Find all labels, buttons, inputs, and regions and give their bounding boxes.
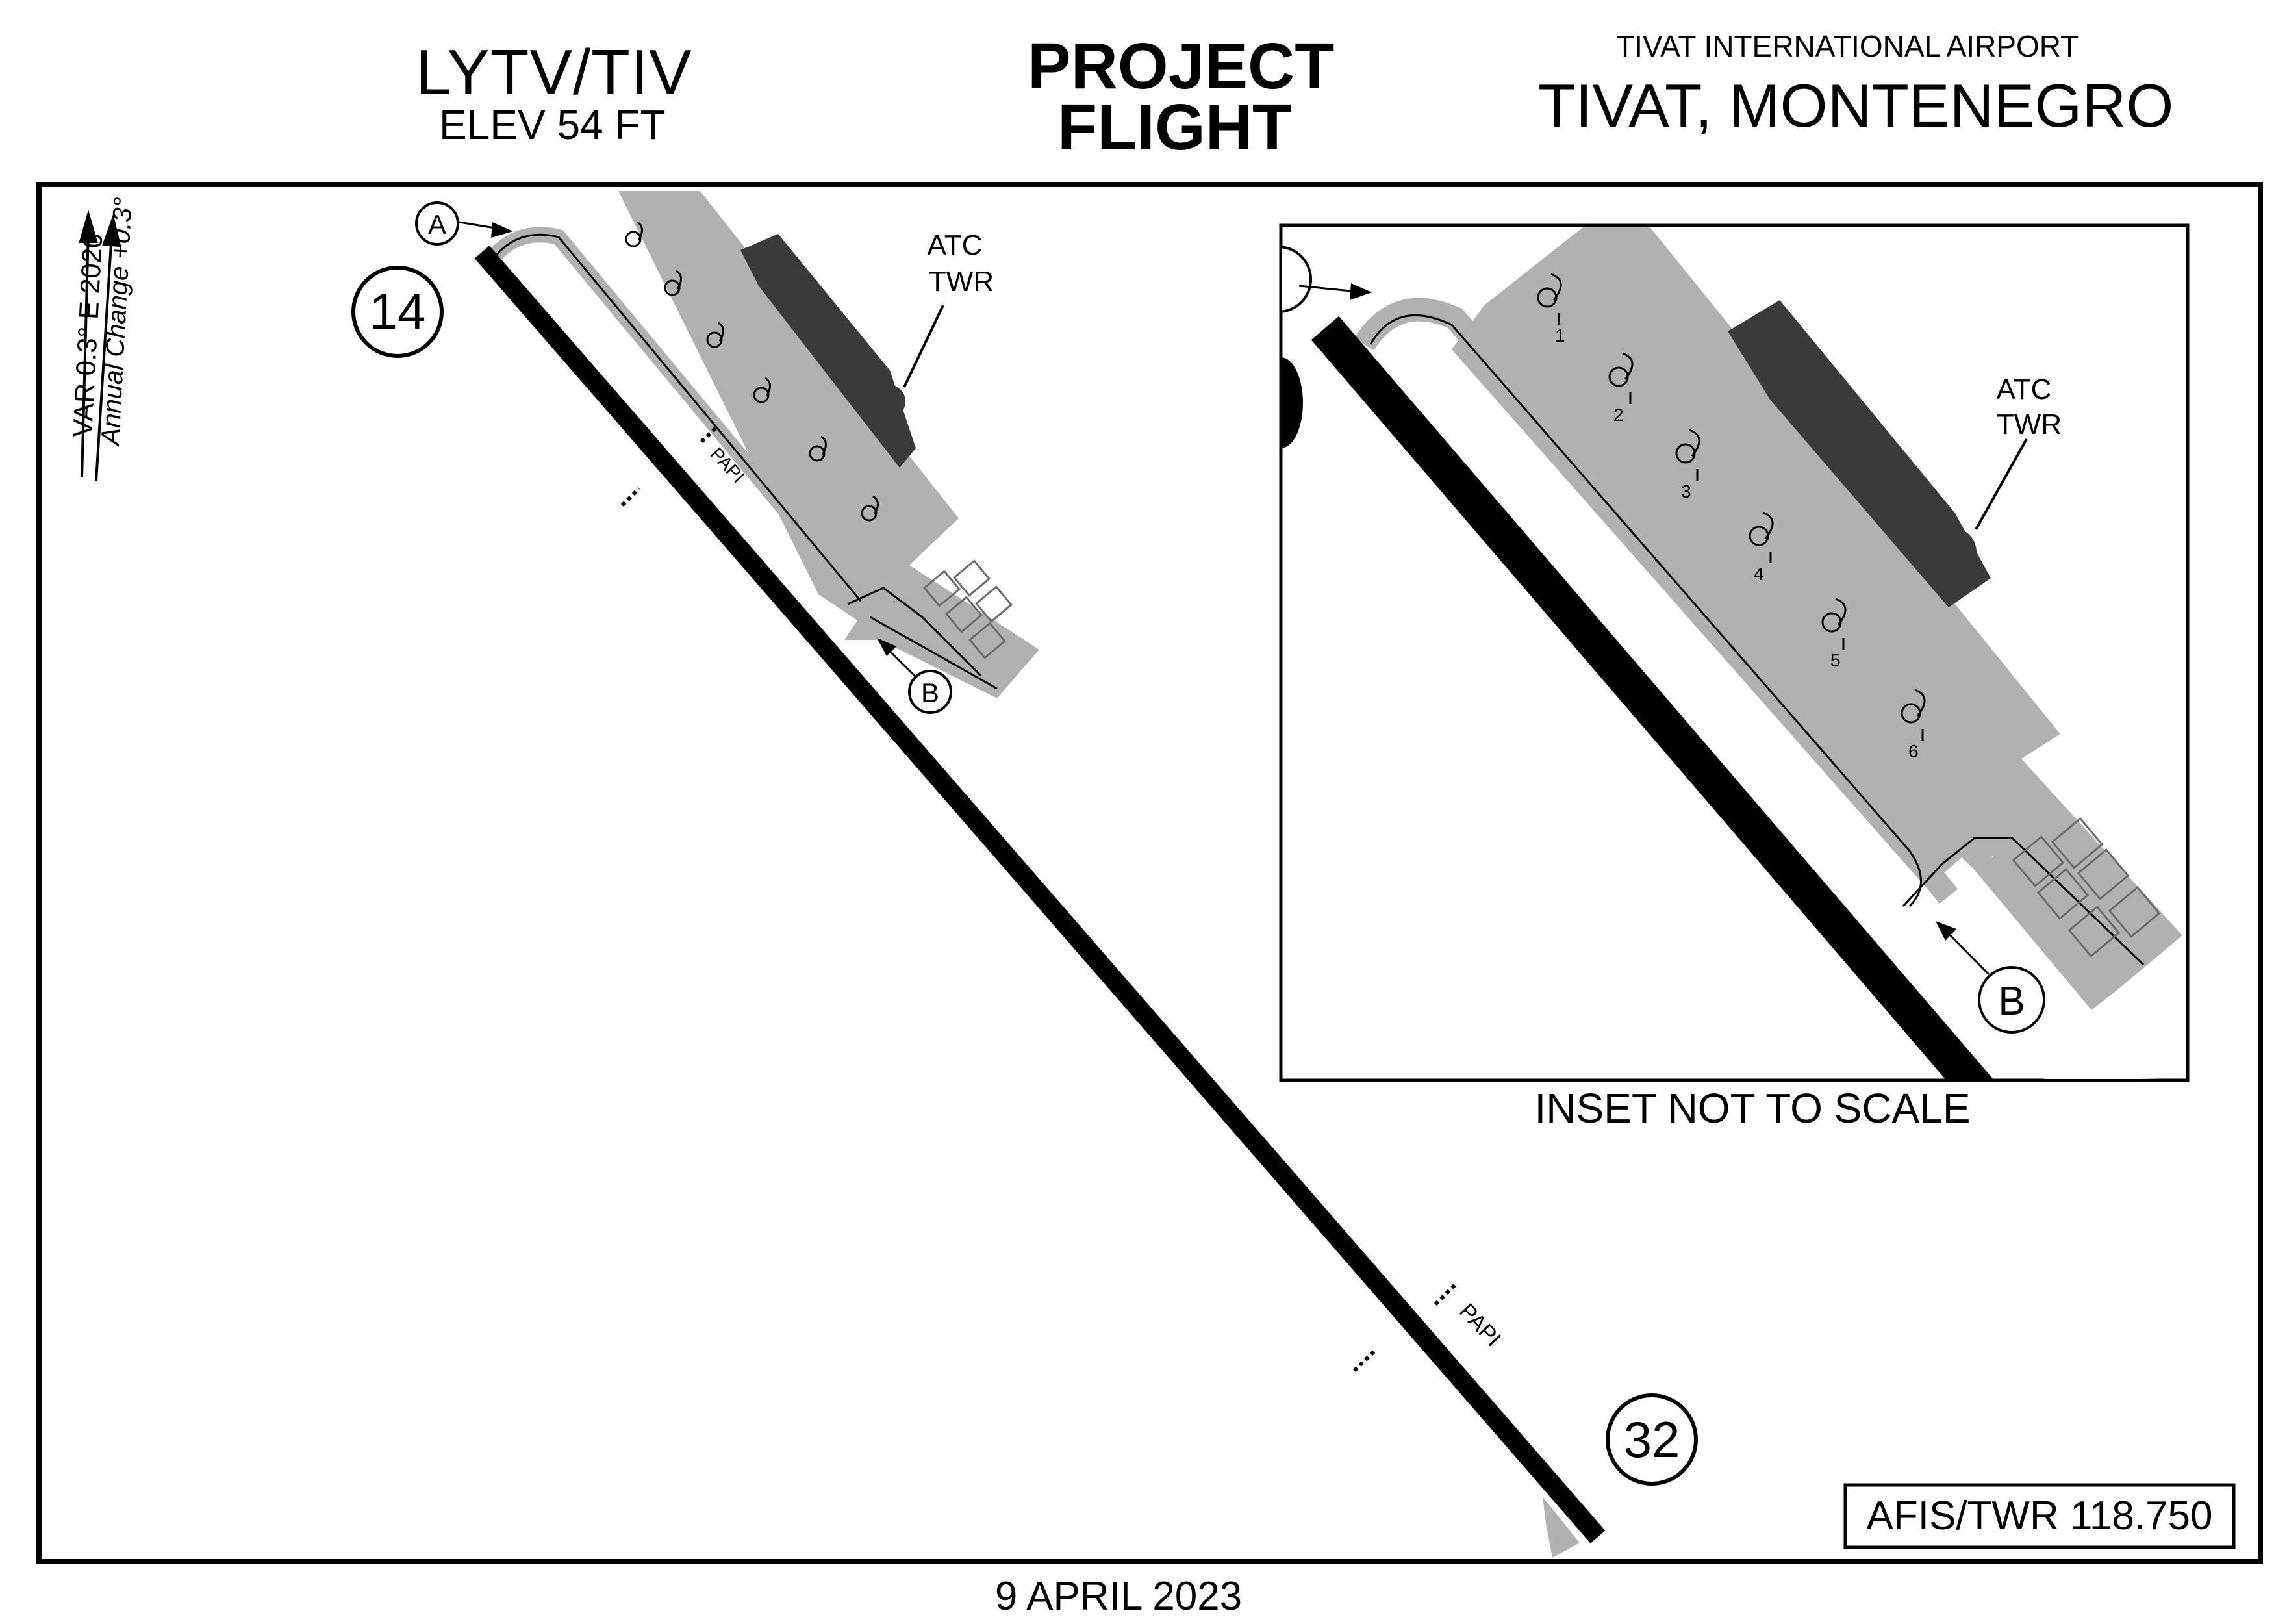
atc-tower-label-1: ATC	[928, 229, 983, 261]
stand-icons	[625, 221, 879, 522]
inset-apron	[1452, 227, 2182, 989]
inset-stand-1: 1	[1555, 325, 1565, 346]
runway-14-32	[474, 246, 1606, 1543]
frequency-label: AFIS/TWR 118.750	[1867, 1493, 2213, 1538]
airport-elevation: ELEV 54 FT	[439, 101, 666, 148]
runway-end-14-badge	[351, 266, 444, 358]
taxiway-a-badge	[415, 201, 459, 246]
atc-tower-label-2: TWR	[929, 266, 994, 298]
taxiway-b-badge	[908, 670, 952, 714]
inset-atc-tower-label-1: ATC	[1997, 374, 2052, 405]
inset-taxiway-b-label: B	[1998, 979, 2025, 1024]
runway-end-32-badge	[1606, 1393, 1698, 1486]
inset-stand-6: 6	[1908, 741, 1919, 761]
atc-tower-icon	[872, 385, 905, 418]
inset-stand-4: 4	[1754, 564, 1764, 584]
taxiway-a-label: A	[428, 209, 446, 240]
taxiway-b-label: B	[921, 678, 939, 708]
terminal-building	[740, 234, 916, 468]
airport-location: TIVAT, MONTENEGRO	[1538, 71, 2174, 140]
inset-frame	[1279, 223, 2190, 1082]
papi-label-32: PAPI	[1454, 1299, 1506, 1352]
brand-line-1: PROJECT	[1028, 30, 1335, 103]
inset-taxiway	[1354, 298, 1958, 904]
inset-taxiway-b-badge	[1978, 966, 2045, 1034]
inset-atc-tower-label-2: TWR	[1997, 409, 2062, 440]
inset-caption: INSET NOT TO SCALE	[1534, 1085, 1970, 1132]
inset-stand-3: 3	[1681, 481, 1691, 501]
papi-lights-14	[620, 424, 720, 507]
chart-date: 9 APRIL 2023	[995, 1574, 1242, 1619]
diagram-frame	[36, 182, 2263, 1564]
inset-apron-blocks	[2012, 817, 2161, 958]
inset-stand-5: 5	[1830, 650, 1841, 670]
apron-blocks	[922, 559, 1013, 659]
runway-end-14: 14	[370, 283, 426, 340]
inset-atc-tower-icon	[1927, 527, 1977, 577]
north-arrow-icon	[79, 209, 121, 481]
inset-stand-2: 2	[1613, 405, 1624, 425]
frequency-box	[1843, 1483, 2236, 1549]
inset-terminal-building	[1728, 300, 1991, 607]
runway-end-32: 32	[1624, 1411, 1680, 1468]
apron	[618, 191, 1039, 698]
inset-runway	[1311, 316, 1993, 1079]
airport-ident: LYTV/TIV	[416, 36, 692, 108]
airport-name: TIVAT INTERNATIONAL AIRPORT	[1616, 29, 2079, 63]
inset-stand-icons	[1537, 273, 1926, 741]
brand-line-2: FLIGHT	[1057, 91, 1293, 164]
